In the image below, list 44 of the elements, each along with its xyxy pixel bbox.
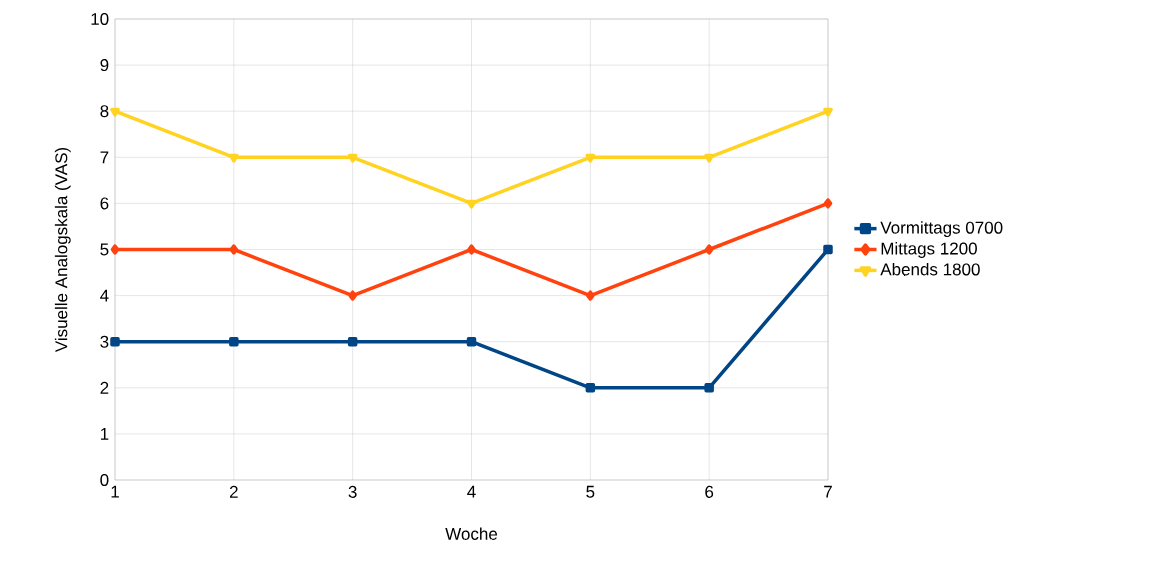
y-tick-label: 9 [100,59,109,72]
y-tick-label: 10 [91,12,109,26]
point [704,383,714,393]
point [110,107,120,117]
point [823,244,833,255]
y-axis-title: Visuelle Analogskala (VAS) [54,147,71,353]
y-tick-label: 6 [100,197,109,210]
point [467,244,476,255]
point [823,198,833,209]
x-tick-label: 1 [111,485,119,498]
point [348,290,357,301]
y-tick-label: 7 [100,151,109,164]
y-tick-label: 1 [100,428,109,440]
legend-label: Abends 1800 [880,262,980,276]
point [229,336,239,347]
x-tick-label: 7 [824,485,832,498]
point [586,290,595,301]
point [228,153,239,163]
point [704,153,715,163]
point [110,244,120,255]
point [110,336,120,347]
point [704,244,714,255]
y-tick-label: 2 [100,381,109,394]
point [347,153,358,163]
legend-label: Mittags 1200 [881,242,977,258]
x-axis-title: Woche [445,527,498,540]
y-tick-label: 8 [100,105,109,118]
x-tick-label: 4 [467,485,476,498]
point [466,199,477,209]
x-tick-label: 6 [705,485,714,498]
point [347,336,358,347]
y-tick-label: 3 [100,335,109,348]
point [585,153,596,163]
x-tick-label: 5 [586,485,595,498]
y-tick-label: 4 [100,289,109,302]
x-tick-label: 3 [348,485,357,498]
point [585,383,596,393]
point [466,336,477,347]
x-tick-label: 2 [229,485,238,498]
y-tick-label: 0 [100,473,109,487]
point [823,107,833,117]
legend-label: Vormittags 0700 [880,221,1003,238]
y-tick-label: 5 [100,243,109,256]
point [229,244,239,255]
